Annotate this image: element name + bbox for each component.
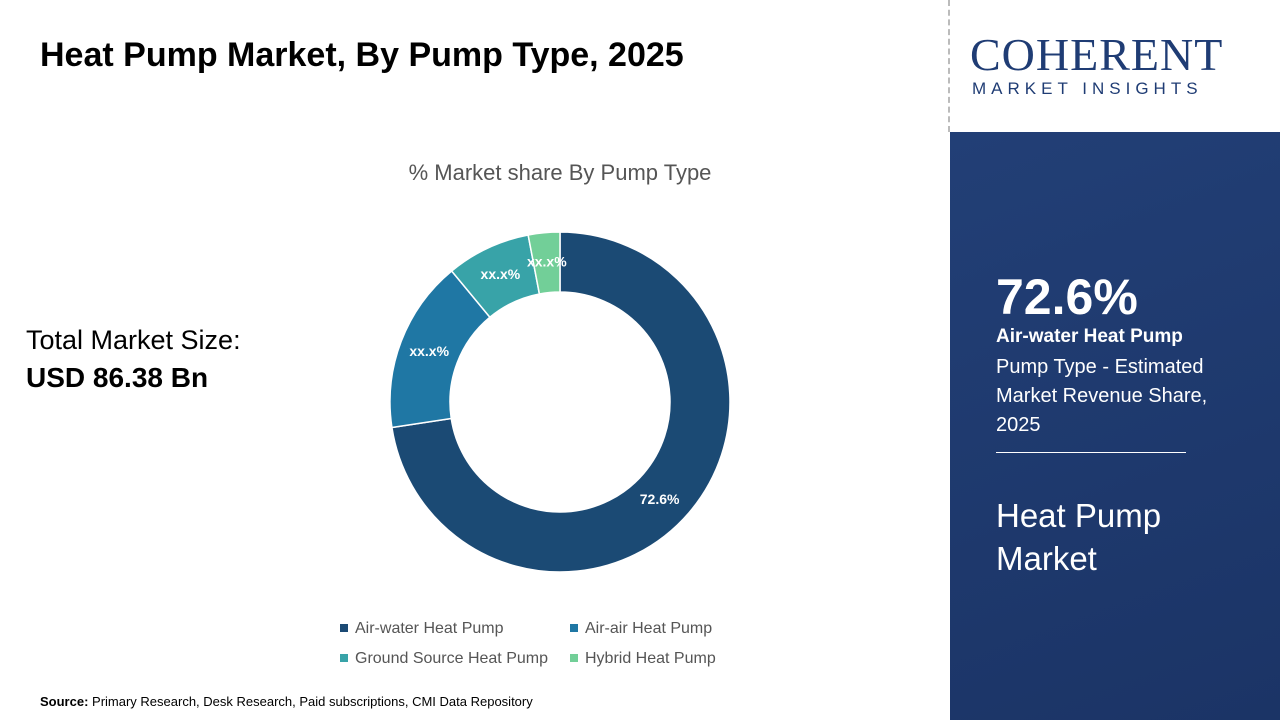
legend-label: Hybrid Heat Pump <box>585 650 716 667</box>
market-name: Heat Pump Market <box>996 497 1162 577</box>
source-label: Source: <box>40 694 89 709</box>
source: Source: Primary Research, Desk Research,… <box>40 694 533 709</box>
chart: % Market share By Pump Type 72.6% xx.x% xx… <box>340 160 731 667</box>
donut-segment <box>527 231 561 295</box>
legend-label: Air-water Heat Pump <box>355 620 504 637</box>
highlight-description: Pump Type - Estimated Market Revenue Sha… <box>996 356 1208 436</box>
chart-title: % Market share By Pump Type <box>409 160 712 185</box>
data-label: xx.x% <box>409 343 449 359</box>
logo-tagline: MARKET INSIGHTS <box>972 79 1203 98</box>
legend-swatch <box>570 624 578 632</box>
logo-name: COHERENT <box>970 29 1224 80</box>
separator <box>996 452 1186 453</box>
donut-segment <box>391 231 731 573</box>
source-text: Primary Research, Desk Research, Paid su… <box>92 694 533 709</box>
market-size-label: Total Market Size: <box>26 325 241 355</box>
page-title: Heat Pump Market, By Pump Type, 2025 <box>40 36 684 74</box>
highlight-value: 72.6% <box>996 269 1138 325</box>
legend-swatch <box>570 654 578 662</box>
legend-label: Air-air Heat Pump <box>585 620 712 637</box>
legend-swatch <box>340 654 348 662</box>
market-size-value: USD 86.38 Bn <box>26 362 209 393</box>
data-label: 72.6% <box>640 491 680 507</box>
highlight-segment: Air-water Heat Pump <box>996 326 1183 347</box>
data-label: xx.x% <box>527 253 567 269</box>
divider <box>948 0 950 132</box>
legend-swatch <box>340 624 348 632</box>
data-label: xx.x% <box>481 266 521 282</box>
sidebar-panel <box>950 132 1280 720</box>
legend-label: Ground Source Heat Pump <box>355 650 548 667</box>
